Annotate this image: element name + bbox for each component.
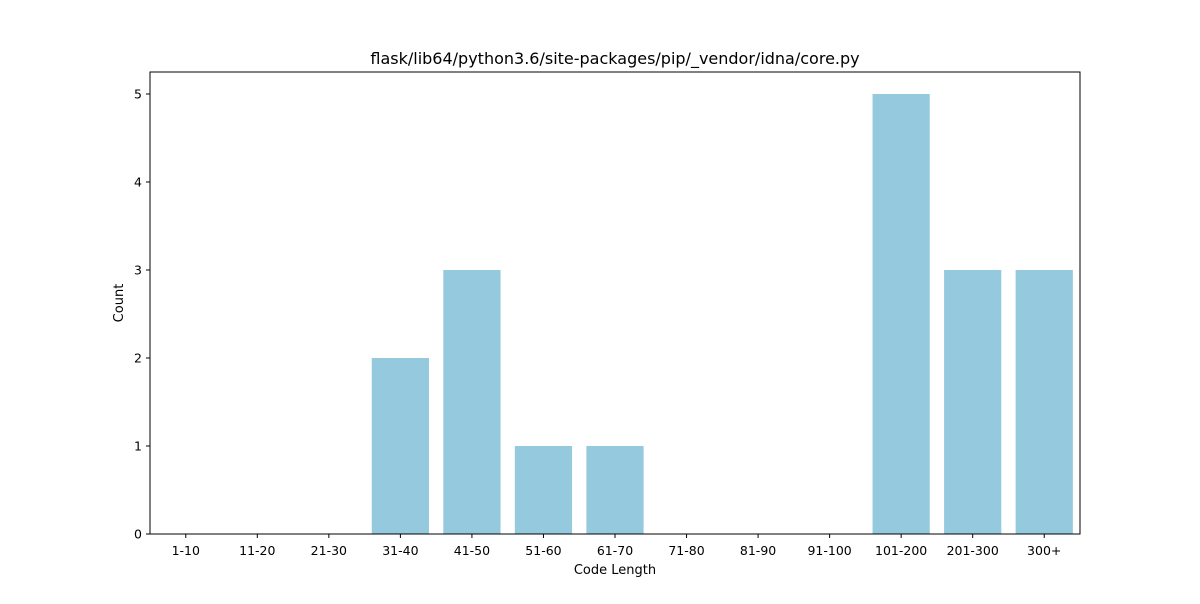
plot-frame: [149, 71, 1081, 535]
bar-31-40: [371, 358, 429, 534]
x-tick-label: 300+: [1027, 543, 1061, 558]
x-tick-label: 31-40: [382, 543, 418, 558]
x-axis-label: Code Length: [574, 563, 656, 578]
y-tick-label: 4: [134, 175, 142, 190]
x-tick-label: 201-300: [947, 543, 999, 558]
x-tick-label: 81-90: [740, 543, 776, 558]
y-axis-label: Count: [112, 284, 127, 323]
x-tick-label: 11-20: [239, 543, 275, 558]
x-axis: 1-10 11-20 21-30 31-40 41-50 51-60 61-70 71-80 8…: [172, 534, 1061, 558]
x-tick-label: 71-80: [668, 543, 704, 558]
bar-61-70: [586, 446, 644, 534]
x-tick-label: 91-100: [807, 543, 851, 558]
x-tick-label: 21-30: [311, 543, 347, 558]
bar-41-50: [443, 270, 501, 534]
y-axis: 0 1 2 3 4 5: [134, 87, 150, 542]
x-tick-label: 1-10: [172, 543, 200, 558]
bar-51-60: [514, 446, 573, 534]
chart-title: flask/lib64/python3.6/site-packages/pip/…: [370, 49, 859, 69]
x-tick-label: 61-70: [597, 543, 633, 558]
x-tick-label: 51-60: [525, 543, 561, 558]
y-tick-label: 2: [134, 351, 142, 366]
y-tick-label: 0: [134, 527, 142, 542]
y-tick-label: 1: [134, 439, 142, 454]
bar-201-300: [944, 270, 1002, 534]
x-tick-label: 101-200: [875, 543, 927, 558]
bar-101-200: [872, 94, 930, 534]
bars-layer: [371, 94, 1073, 534]
bar-300+: [1015, 270, 1073, 534]
y-tick-label: 5: [134, 87, 142, 102]
x-tick-label: 41-50: [454, 543, 490, 558]
y-tick-label: 3: [134, 263, 142, 278]
